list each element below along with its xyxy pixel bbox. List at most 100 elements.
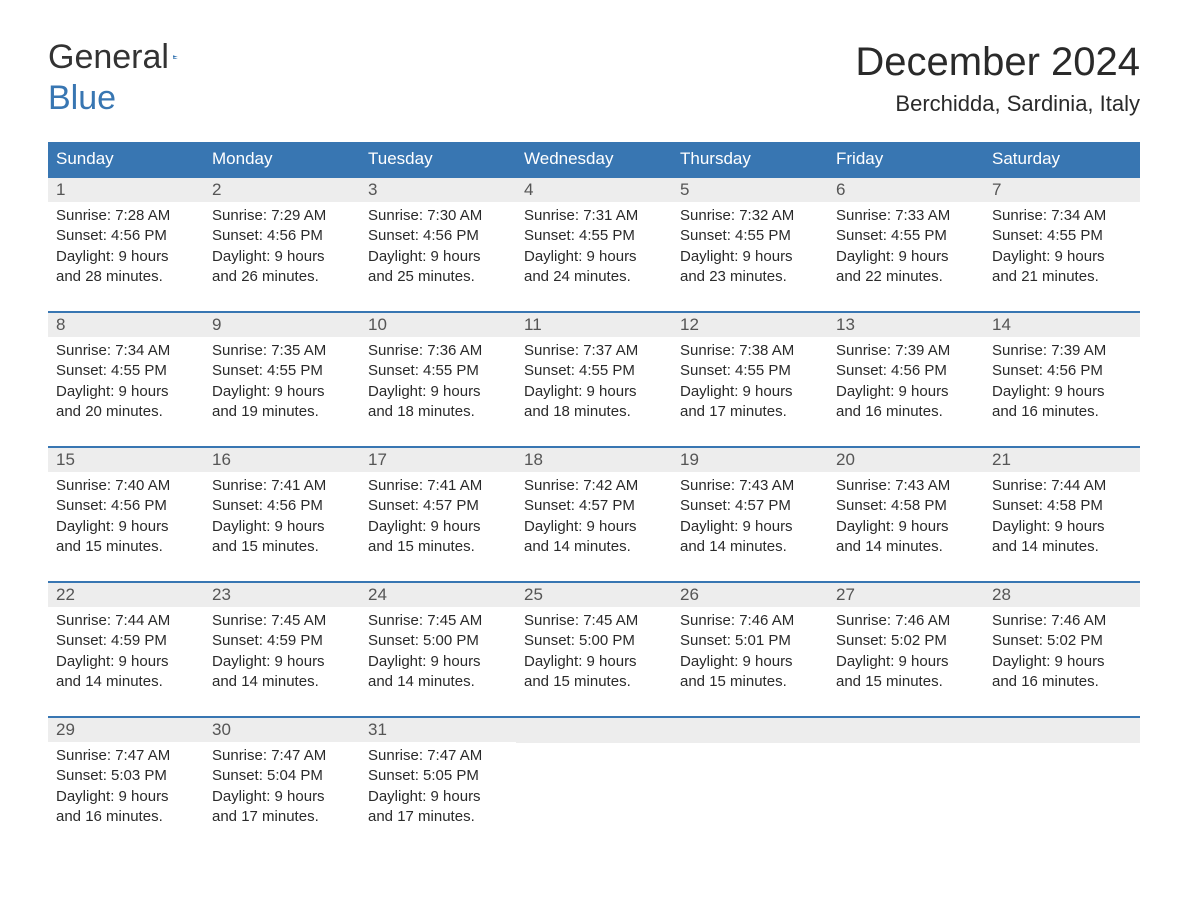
day-number: 13	[828, 313, 984, 337]
daylight-line-2: and 14 minutes.	[836, 537, 976, 557]
sunrise-line: Sunrise: 7:29 AM	[212, 206, 352, 226]
sunset-line: Sunset: 4:55 PM	[212, 361, 352, 381]
day-cell: 22Sunrise: 7:44 AMSunset: 4:59 PMDayligh…	[48, 583, 204, 698]
day-cell: 8Sunrise: 7:34 AMSunset: 4:55 PMDaylight…	[48, 313, 204, 428]
calendar: Sunday Monday Tuesday Wednesday Thursday…	[48, 142, 1140, 833]
day-body: Sunrise: 7:29 AMSunset: 4:56 PMDaylight:…	[204, 202, 360, 293]
sunset-line: Sunset: 5:00 PM	[368, 631, 508, 651]
sunrise-line: Sunrise: 7:39 AM	[992, 341, 1132, 361]
sunrise-line: Sunrise: 7:47 AM	[56, 746, 196, 766]
day-body: Sunrise: 7:47 AMSunset: 5:04 PMDaylight:…	[204, 742, 360, 833]
sunset-line: Sunset: 4:56 PM	[368, 226, 508, 246]
sunset-line: Sunset: 4:56 PM	[56, 226, 196, 246]
sunrise-line: Sunrise: 7:37 AM	[524, 341, 664, 361]
daylight-line-1: Daylight: 9 hours	[524, 247, 664, 267]
day-number: 8	[48, 313, 204, 337]
sunset-line: Sunset: 5:02 PM	[836, 631, 976, 651]
day-body: Sunrise: 7:39 AMSunset: 4:56 PMDaylight:…	[984, 337, 1140, 428]
sunset-line: Sunset: 4:58 PM	[992, 496, 1132, 516]
sunrise-line: Sunrise: 7:42 AM	[524, 476, 664, 496]
weekday-thu: Thursday	[672, 142, 828, 176]
sunset-line: Sunset: 4:59 PM	[212, 631, 352, 651]
sunset-line: Sunset: 4:55 PM	[992, 226, 1132, 246]
daylight-line-2: and 14 minutes.	[56, 672, 196, 692]
day-number: 30	[204, 718, 360, 742]
day-cell	[672, 718, 828, 833]
daylight-line-2: and 15 minutes.	[212, 537, 352, 557]
day-number: 6	[828, 178, 984, 202]
day-body: Sunrise: 7:34 AMSunset: 4:55 PMDaylight:…	[48, 337, 204, 428]
sunrise-line: Sunrise: 7:44 AM	[992, 476, 1132, 496]
sunrise-line: Sunrise: 7:47 AM	[212, 746, 352, 766]
day-number: 19	[672, 448, 828, 472]
sunrise-line: Sunrise: 7:46 AM	[680, 611, 820, 631]
week-row: 15Sunrise: 7:40 AMSunset: 4:56 PMDayligh…	[48, 446, 1140, 563]
sunset-line: Sunset: 4:58 PM	[836, 496, 976, 516]
daylight-line-1: Daylight: 9 hours	[56, 382, 196, 402]
sunrise-line: Sunrise: 7:45 AM	[524, 611, 664, 631]
day-body: Sunrise: 7:46 AMSunset: 5:02 PMDaylight:…	[828, 607, 984, 698]
day-number: 29	[48, 718, 204, 742]
day-body: Sunrise: 7:40 AMSunset: 4:56 PMDaylight:…	[48, 472, 204, 563]
day-cell: 18Sunrise: 7:42 AMSunset: 4:57 PMDayligh…	[516, 448, 672, 563]
sunset-line: Sunset: 4:55 PM	[836, 226, 976, 246]
day-body: Sunrise: 7:31 AMSunset: 4:55 PMDaylight:…	[516, 202, 672, 293]
day-body: Sunrise: 7:43 AMSunset: 4:58 PMDaylight:…	[828, 472, 984, 563]
daylight-line-2: and 20 minutes.	[56, 402, 196, 422]
sunset-line: Sunset: 5:05 PM	[368, 766, 508, 786]
sunset-line: Sunset: 5:03 PM	[56, 766, 196, 786]
day-cell: 23Sunrise: 7:45 AMSunset: 4:59 PMDayligh…	[204, 583, 360, 698]
day-body: Sunrise: 7:44 AMSunset: 4:59 PMDaylight:…	[48, 607, 204, 698]
sunset-line: Sunset: 4:56 PM	[212, 496, 352, 516]
sunrise-line: Sunrise: 7:32 AM	[680, 206, 820, 226]
day-cell: 25Sunrise: 7:45 AMSunset: 5:00 PMDayligh…	[516, 583, 672, 698]
sunrise-line: Sunrise: 7:46 AM	[992, 611, 1132, 631]
sunrise-line: Sunrise: 7:47 AM	[368, 746, 508, 766]
day-cell: 14Sunrise: 7:39 AMSunset: 4:56 PMDayligh…	[984, 313, 1140, 428]
daylight-line-1: Daylight: 9 hours	[680, 517, 820, 537]
day-body: Sunrise: 7:43 AMSunset: 4:57 PMDaylight:…	[672, 472, 828, 563]
daylight-line-1: Daylight: 9 hours	[524, 382, 664, 402]
logo-flag-icon	[173, 46, 178, 68]
day-body: Sunrise: 7:33 AMSunset: 4:55 PMDaylight:…	[828, 202, 984, 293]
sunset-line: Sunset: 4:57 PM	[680, 496, 820, 516]
daylight-line-2: and 19 minutes.	[212, 402, 352, 422]
sunrise-line: Sunrise: 7:45 AM	[368, 611, 508, 631]
daylight-line-2: and 15 minutes.	[680, 672, 820, 692]
daylight-line-2: and 17 minutes.	[680, 402, 820, 422]
day-cell: 7Sunrise: 7:34 AMSunset: 4:55 PMDaylight…	[984, 178, 1140, 293]
logo: General	[48, 40, 205, 74]
day-body: Sunrise: 7:46 AMSunset: 5:01 PMDaylight:…	[672, 607, 828, 698]
day-cell: 2Sunrise: 7:29 AMSunset: 4:56 PMDaylight…	[204, 178, 360, 293]
day-cell: 19Sunrise: 7:43 AMSunset: 4:57 PMDayligh…	[672, 448, 828, 563]
day-number: 23	[204, 583, 360, 607]
daylight-line-1: Daylight: 9 hours	[212, 382, 352, 402]
day-body: Sunrise: 7:28 AMSunset: 4:56 PMDaylight:…	[48, 202, 204, 293]
day-body: Sunrise: 7:47 AMSunset: 5:05 PMDaylight:…	[360, 742, 516, 833]
day-body: Sunrise: 7:39 AMSunset: 4:56 PMDaylight:…	[828, 337, 984, 428]
day-cell: 28Sunrise: 7:46 AMSunset: 5:02 PMDayligh…	[984, 583, 1140, 698]
daylight-line-1: Daylight: 9 hours	[836, 247, 976, 267]
sunrise-line: Sunrise: 7:46 AM	[836, 611, 976, 631]
daylight-line-1: Daylight: 9 hours	[56, 787, 196, 807]
day-body: Sunrise: 7:32 AMSunset: 4:55 PMDaylight:…	[672, 202, 828, 293]
daylight-line-2: and 17 minutes.	[212, 807, 352, 827]
daylight-line-1: Daylight: 9 hours	[368, 787, 508, 807]
sunrise-line: Sunrise: 7:45 AM	[212, 611, 352, 631]
day-cell: 30Sunrise: 7:47 AMSunset: 5:04 PMDayligh…	[204, 718, 360, 833]
daylight-line-2: and 15 minutes.	[368, 537, 508, 557]
daylight-line-2: and 15 minutes.	[524, 672, 664, 692]
day-number: 4	[516, 178, 672, 202]
week-row: 8Sunrise: 7:34 AMSunset: 4:55 PMDaylight…	[48, 311, 1140, 428]
daylight-line-2: and 16 minutes.	[992, 672, 1132, 692]
daylight-line-2: and 28 minutes.	[56, 267, 196, 287]
day-cell: 21Sunrise: 7:44 AMSunset: 4:58 PMDayligh…	[984, 448, 1140, 563]
daylight-line-1: Daylight: 9 hours	[836, 652, 976, 672]
day-body: Sunrise: 7:41 AMSunset: 4:57 PMDaylight:…	[360, 472, 516, 563]
logo-word-2: Blue	[48, 79, 116, 117]
day-number: 5	[672, 178, 828, 202]
sunrise-line: Sunrise: 7:33 AM	[836, 206, 976, 226]
day-number: 15	[48, 448, 204, 472]
daylight-line-1: Daylight: 9 hours	[836, 382, 976, 402]
day-number: 26	[672, 583, 828, 607]
